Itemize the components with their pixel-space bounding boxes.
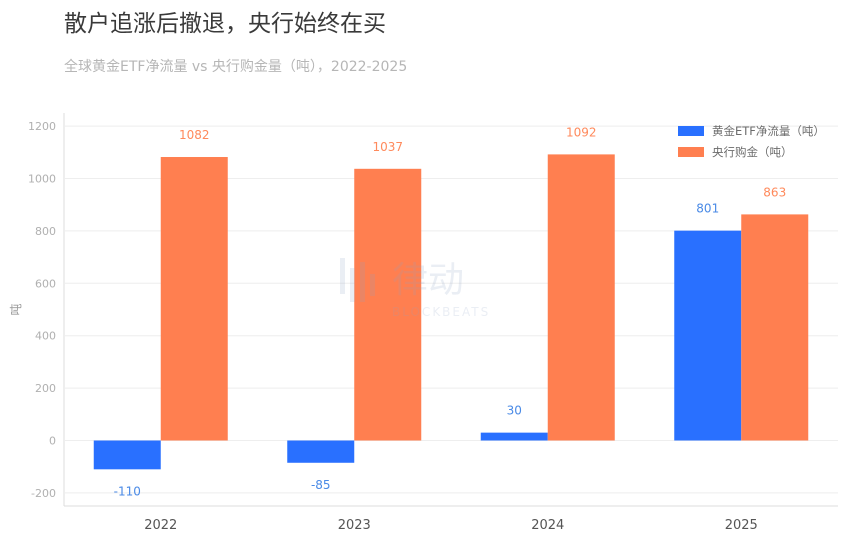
- data-label: 863: [763, 185, 786, 199]
- x-tick-label: 2022: [144, 518, 177, 533]
- legend-item-etf: 黄金ETF净流量（吨）: [678, 122, 825, 140]
- chart-title: 散户追涨后撤退，央行始终在买: [64, 11, 386, 37]
- y-axis-label: 吨: [9, 303, 23, 315]
- bar-central-bank-2025: [741, 214, 809, 441]
- x-tick-label: 2023: [338, 518, 371, 533]
- bar-etf-2024: [480, 432, 548, 441]
- legend-label-etf: 黄金ETF净流量（吨）: [712, 124, 825, 138]
- chart-subtitle: 全球黄金ETF净流量 vs 央行购金量（吨），2022-2025: [64, 59, 408, 75]
- data-label: 1037: [372, 140, 403, 154]
- y-tick-label: 200: [35, 382, 56, 395]
- bar-etf-2025: [674, 230, 742, 441]
- y-tick-label: 1000: [28, 173, 56, 186]
- data-label: 1092: [566, 125, 597, 139]
- bar-etf-2023: [287, 440, 355, 463]
- bar-central-bank-2022: [160, 157, 228, 441]
- bar-central-bank-2023: [354, 168, 422, 441]
- data-label: 1082: [179, 128, 210, 142]
- y-tick-label: -200: [31, 487, 56, 500]
- data-label: -85: [311, 478, 331, 492]
- y-tick-label: 600: [35, 277, 56, 290]
- legend-swatch-central-bank: [678, 147, 704, 157]
- legend-item-central-bank: 央行购金（吨）: [678, 143, 825, 161]
- legend-label-central-bank: 央行购金（吨）: [712, 145, 793, 159]
- y-tick-label: 800: [35, 225, 56, 238]
- bar-central-bank-2024: [547, 154, 615, 441]
- x-tick-label: 2024: [531, 518, 564, 533]
- y-tick-label: 1200: [28, 120, 56, 133]
- data-label: 30: [507, 404, 522, 418]
- legend-swatch-etf: [678, 126, 704, 136]
- bar-etf-2022: [93, 440, 161, 470]
- x-tick-label: 2025: [725, 518, 758, 533]
- data-label: -110: [114, 484, 141, 498]
- y-tick-label: 0: [49, 435, 56, 448]
- chart-legend: 黄金ETF净流量（吨） 央行购金（吨）: [678, 122, 825, 164]
- data-label: 801: [696, 202, 719, 216]
- y-tick-label: 400: [35, 330, 56, 343]
